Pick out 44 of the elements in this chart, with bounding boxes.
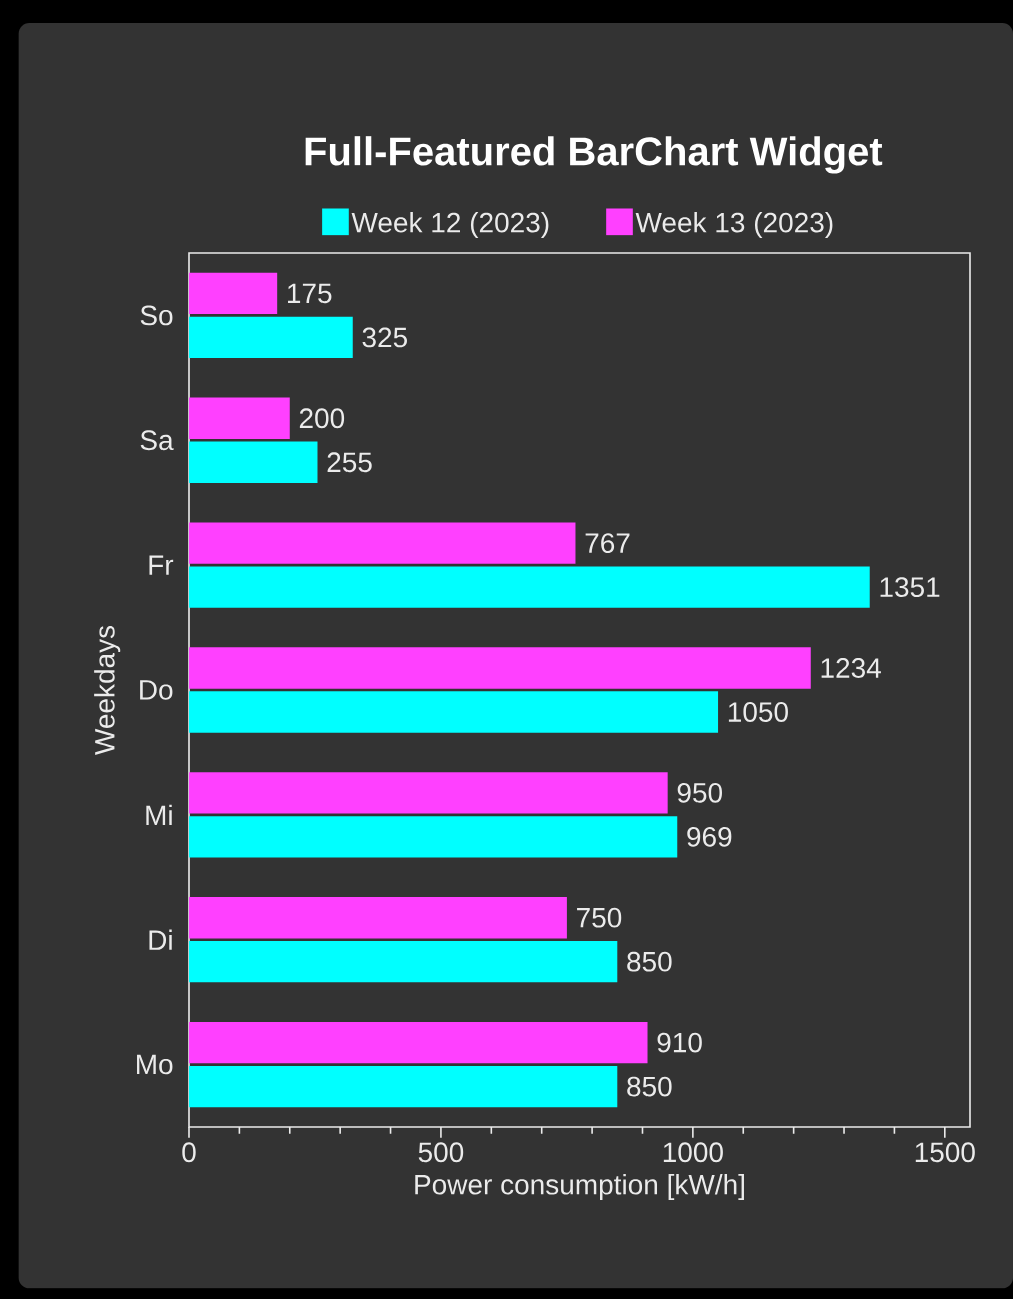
data-label: 850 [627,951,672,972]
data-label: 1050 [728,702,788,722]
x-tick-label: 500 [418,1142,464,1163]
y-axis-title: Weekdays [94,625,121,755]
bar [189,772,668,814]
bar [189,566,870,608]
y-tick-label: Di [149,929,172,950]
data-label: 1351 [880,577,940,598]
bar [189,1065,618,1108]
y-tick-label: Mo [137,1054,173,1075]
x-axis-title: Power consumption [kW/h] [415,1174,744,1201]
y-tick-label: Do [140,680,173,700]
y-tick-label: Sa [140,430,174,451]
legend-label: Week 13 (2023) [635,212,833,239]
y-tick-label: So [140,305,173,326]
data-label: 1234 [821,658,881,678]
data-label: 175 [288,283,332,304]
y-tick-label: Fr [149,555,174,575]
bar [189,647,811,689]
bar [189,397,290,439]
bar [189,941,618,983]
data-label: 969 [687,826,732,847]
data-label: 910 [657,1032,702,1053]
legend-label: Week 12 (2023) [351,212,549,239]
x-tick-label: 0 [182,1142,196,1163]
bar [189,272,278,315]
data-label: 200 [299,408,345,429]
bar [189,691,719,733]
x-tick-label: 1500 [915,1142,975,1163]
data-label: 325 [362,327,407,348]
x-tick-label: 1000 [663,1142,723,1163]
data-label: 950 [677,782,722,803]
bar [189,441,318,483]
bar [189,897,567,939]
data-label: 750 [577,907,622,928]
data-label: 767 [585,533,630,554]
y-tick-label: Mi [146,804,172,825]
data-label: 255 [327,452,372,473]
chart-title: Full-Featured BarChart Widget [305,136,883,174]
bar [189,816,678,858]
bar [189,1021,648,1064]
bar [189,316,353,359]
data-label: 850 [627,1076,672,1097]
bar [189,522,576,564]
